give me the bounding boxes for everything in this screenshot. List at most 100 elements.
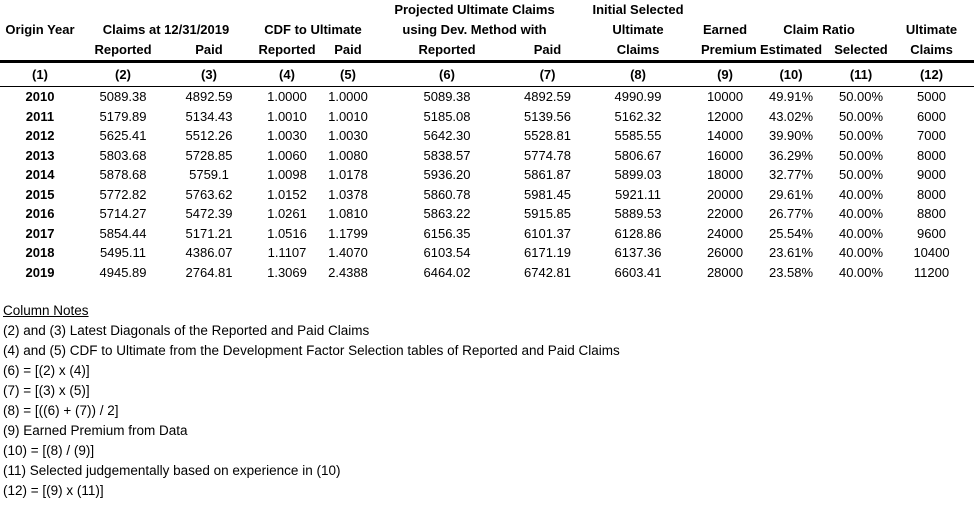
cdf-to-ultimate-header: CDF to Ultimate bbox=[264, 22, 362, 37]
value-cell: 5495.11 bbox=[99, 245, 147, 260]
value-cell: 1.3069 bbox=[267, 264, 307, 280]
header-spacer bbox=[0, 40, 80, 63]
claims-at-date-header: Claims at 12/31/2019 bbox=[102, 22, 230, 37]
value-cell: 5528.81 bbox=[524, 128, 571, 143]
value-cell: 50.00% bbox=[838, 89, 884, 104]
note-line: (4) and (5) CDF to Ultimate from the Dev… bbox=[3, 343, 620, 358]
note-line: (6) = [(2) x (4)] bbox=[3, 363, 90, 378]
value-cell: 5763.62 bbox=[185, 186, 233, 202]
value-cell: 1.1107 bbox=[267, 245, 307, 260]
value-cell: 5806.67 bbox=[614, 147, 662, 163]
col-number: (9) bbox=[701, 61, 750, 87]
value-cell: 6000 bbox=[917, 108, 946, 124]
value-cell: 11200 bbox=[913, 264, 950, 280]
value-cell: 1.0060 bbox=[267, 147, 307, 163]
value-cell: 26.77% bbox=[768, 206, 814, 221]
value-cell: 4945.89 bbox=[99, 264, 147, 280]
value-cell: 22000 bbox=[706, 206, 744, 221]
value-cell: 5759.1 bbox=[189, 167, 229, 182]
value-cell: 1.0000 bbox=[328, 89, 368, 104]
value-cell: 5803.68 bbox=[99, 147, 147, 163]
value-cell: 24000 bbox=[706, 225, 744, 241]
value-cell: 16000 bbox=[706, 147, 744, 163]
col-number: (6) bbox=[374, 61, 520, 87]
value-cell: 5936.20 bbox=[423, 167, 471, 182]
value-cell: 5625.41 bbox=[99, 128, 147, 143]
col-number: (11) bbox=[833, 61, 890, 87]
dev-method-header: using Dev. Method with bbox=[402, 22, 547, 37]
note-line: (10) = [(8) / (9)] bbox=[3, 443, 95, 458]
value-cell: 1.0030 bbox=[267, 128, 307, 143]
column-notes-section: Column Notes (2) and (3) Latest Diagonal… bbox=[0, 301, 974, 501]
sub-header-reported: Reported bbox=[374, 40, 520, 63]
sub-header-claims: Claims bbox=[575, 40, 702, 63]
value-cell: 5728.85 bbox=[185, 147, 233, 163]
value-cell: 6156.35 bbox=[423, 225, 471, 241]
value-cell: 5774.78 bbox=[524, 147, 571, 163]
value-cell: 4386.07 bbox=[185, 245, 233, 260]
value-cell: 5921.11 bbox=[615, 186, 662, 202]
header-spacer bbox=[701, 0, 974, 20]
value-cell: 5185.08 bbox=[423, 108, 471, 124]
value-cell: 43.02% bbox=[768, 108, 814, 124]
value-cell: 1.0810 bbox=[328, 206, 368, 221]
value-cell: 28000 bbox=[706, 264, 744, 280]
origin-year-cell: 2016 bbox=[25, 206, 55, 221]
sub-header-reported: Reported bbox=[80, 40, 166, 63]
column-notes-lines: (2) and (3) Latest Diagonals of the Repo… bbox=[3, 321, 974, 501]
sub-header-paid: Paid bbox=[520, 40, 576, 63]
value-cell: 5472.39 bbox=[185, 206, 233, 221]
value-cell: 6464.02 bbox=[423, 264, 471, 280]
value-cell: 5714.27 bbox=[99, 206, 147, 221]
sub-header-premium: Premium bbox=[701, 40, 757, 63]
initial-ultimate-header: Ultimate bbox=[612, 22, 664, 37]
col-number: (10) bbox=[749, 61, 834, 87]
projected-ultimate-group-header: Projected Ultimate Claims bbox=[394, 2, 555, 17]
col-number: (12) bbox=[889, 61, 974, 87]
value-cell: 10400 bbox=[913, 245, 950, 260]
claims-table-body: 2010 5089.38 4892.59 1.0000 1.0000 5089.38 489… bbox=[0, 87, 974, 283]
value-cell: 23.58% bbox=[768, 264, 814, 280]
ultimate-claims-header: Ultimate bbox=[905, 22, 958, 37]
value-cell: 23.61% bbox=[768, 245, 814, 260]
value-cell: 1.1799 bbox=[328, 225, 368, 241]
value-cell: 8000 bbox=[917, 147, 946, 163]
note-line: (8) = [((6) + (7)) / 2] bbox=[3, 403, 119, 418]
value-cell: 7000 bbox=[917, 128, 946, 143]
value-cell: 1.0030 bbox=[328, 128, 368, 143]
value-cell: 5860.78 bbox=[423, 186, 471, 202]
origin-year-cell: 2019 bbox=[25, 264, 55, 280]
note-line: (2) and (3) Latest Diagonals of the Repo… bbox=[3, 323, 370, 338]
value-cell: 5889.53 bbox=[614, 206, 662, 221]
origin-year-cell: 2017 bbox=[25, 225, 55, 241]
value-cell: 6171.19 bbox=[524, 245, 571, 260]
value-cell: 1.0080 bbox=[328, 147, 368, 163]
value-cell: 5899.03 bbox=[614, 167, 662, 182]
value-cell: 1.0010 bbox=[267, 108, 307, 124]
value-cell: 5772.82 bbox=[99, 186, 147, 202]
value-cell: 5861.87 bbox=[524, 167, 571, 182]
col-number: (7) bbox=[520, 61, 576, 87]
value-cell: 5139.56 bbox=[524, 108, 571, 124]
value-cell: 40.00% bbox=[838, 206, 884, 221]
claim-ratio-header: Claim Ratio bbox=[783, 22, 855, 37]
value-cell: 5642.30 bbox=[423, 128, 471, 143]
sub-header-paid: Paid bbox=[166, 40, 252, 63]
initial-selected-group-header: Initial Selected bbox=[592, 2, 684, 17]
value-cell: 5179.89 bbox=[99, 108, 147, 124]
header-group-row: Projected Ultimate Claims Initial Select… bbox=[0, 0, 974, 20]
origin-year-cell: 2014 bbox=[25, 167, 55, 182]
value-cell: 1.0178 bbox=[328, 167, 368, 182]
sub-header-claims: Claims bbox=[889, 40, 974, 63]
column-numbers-row: (1) (2) (3) (4) (5) (6) (7) (8) (9) (10)… bbox=[0, 61, 974, 87]
col-number: (1) bbox=[0, 61, 80, 87]
table-row: 2015 5772.82 5763.62 1.0152 1.0378 5860.78 598… bbox=[0, 185, 974, 205]
value-cell: 1.0000 bbox=[267, 89, 307, 104]
table-row: 2019 4945.89 2764.81 1.3069 2.4388 6464.02 674… bbox=[0, 263, 974, 283]
value-cell: 6603.41 bbox=[614, 264, 662, 280]
value-cell: 5981.45 bbox=[524, 186, 571, 202]
value-cell: 5089.38 bbox=[423, 89, 471, 104]
sub-header-estimated: Estimated bbox=[749, 40, 834, 63]
claims-development-table: Projected Ultimate Claims Initial Select… bbox=[0, 0, 974, 283]
col-number: (5) bbox=[322, 61, 374, 87]
